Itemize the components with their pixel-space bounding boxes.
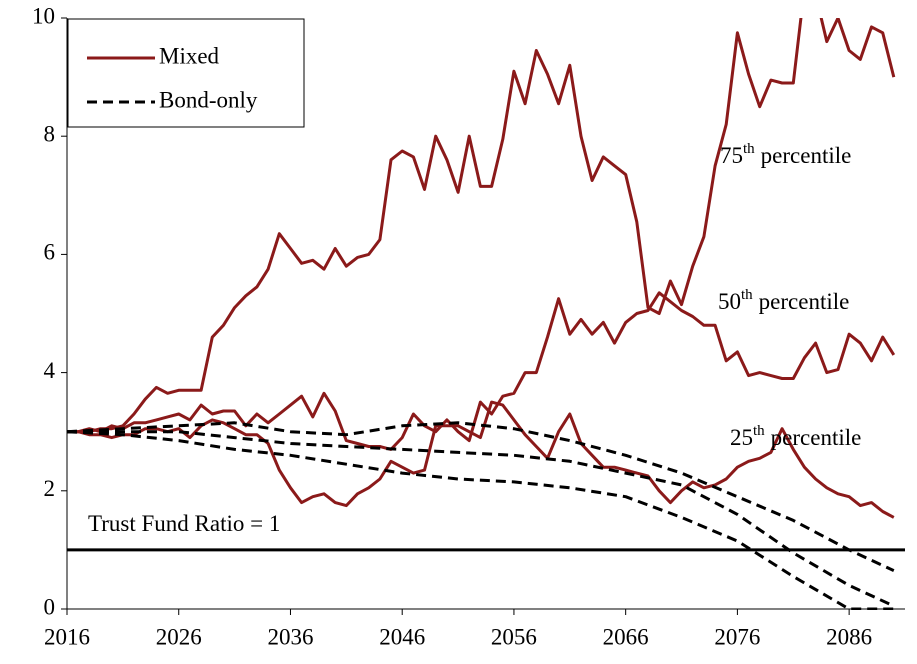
annotation-number: 25 [730,425,753,450]
x-tick-label: 2016 [44,624,90,649]
legend-label: Mixed [159,43,220,68]
reference-label: Trust Fund Ratio = 1 [88,511,280,536]
y-tick-label: 10 [32,3,55,28]
annotation-text: percentile [771,425,862,450]
x-tick-label: 2066 [603,624,649,649]
annotation-text: percentile [759,289,850,314]
x-tick-label: 2026 [156,624,202,649]
y-tick-label: 2 [44,476,56,501]
series-line [67,291,896,451]
annotation: 50th percentile [718,287,849,314]
x-tick-label: 2056 [491,624,537,649]
series-line [67,430,895,608]
x-tick-label: 2046 [379,624,425,649]
annotation-number: 75 [720,143,743,168]
y-tick-label: 8 [44,121,56,146]
annotation-number: 50 [718,289,741,314]
annotation-sup: th [753,423,765,439]
legend-box [67,18,305,128]
x-tick-label: 2036 [267,624,313,649]
y-tick-label: 0 [44,594,56,619]
y-tick-label: 4 [44,358,56,383]
y-tick-label: 6 [44,240,56,265]
x-tick-label: 2076 [714,624,760,649]
series-line [67,18,896,434]
plot-area [67,18,896,610]
annotation: 25th percentile [730,423,861,450]
series-line [67,421,895,572]
annotation-sup: th [743,141,755,157]
x-tick-label: 2086 [826,624,872,649]
annotation-text: percentile [761,143,852,168]
series-line [67,430,894,610]
annotation: 75th percentile [720,141,851,168]
annotation-sup: th [741,287,753,303]
legend-label: Bond-only [159,87,258,112]
series-line [67,400,895,519]
